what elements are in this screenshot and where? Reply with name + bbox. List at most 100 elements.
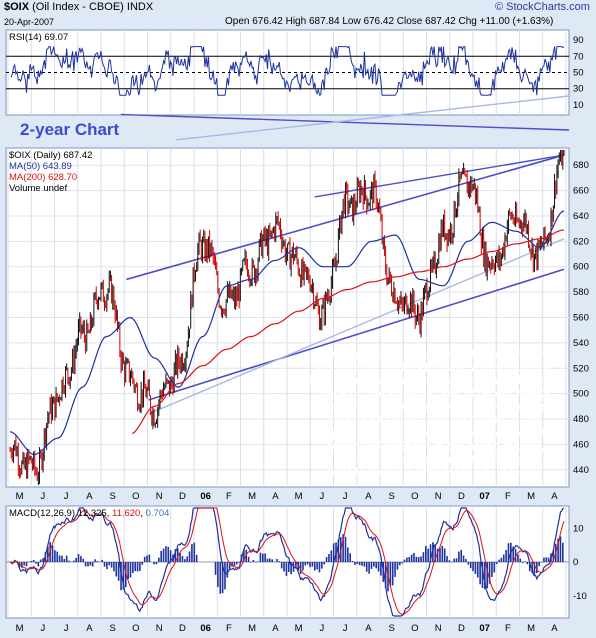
price-tick-label: 640 [573, 211, 589, 222]
x-axis-label: N [156, 491, 163, 502]
quote-line: Open 676.42 High 687.84 Low 676.42 Close… [225, 16, 554, 27]
ma50-line [9, 210, 565, 455]
hist-value: 0.704 [145, 508, 170, 519]
x-axis-label: M [248, 491, 256, 502]
x-axis-label: A [365, 491, 372, 502]
x-axis-label: O [132, 491, 139, 502]
price-tick-label: 660 [573, 186, 589, 197]
x-axis-label: J [41, 491, 46, 502]
x-axis-label: 06 [200, 623, 211, 634]
x-axis-label: N [435, 623, 442, 634]
x-axis-label: F [505, 623, 511, 634]
price-tick-label: 500 [573, 389, 589, 400]
x-axis-label: N [156, 623, 163, 634]
x-axis-label: M [527, 491, 535, 502]
macd-tick-label: 0 [573, 557, 578, 568]
price-tick-label: 460 [573, 439, 589, 450]
x-axis-label: J [320, 623, 325, 634]
rsi-tick-label: 90 [573, 35, 584, 46]
x-axis-label: S [109, 623, 115, 634]
symbol: $OIX [4, 1, 30, 13]
x-axis-label: O [411, 623, 418, 634]
price-legend: $OIX (Daily) 687.42 MA(50) 643.89 MA(200… [9, 150, 92, 194]
annotation-line: made on the sizeable rally of recent wee… [316, 387, 554, 401]
x-axis-label: M [16, 491, 24, 502]
signal-line [9, 507, 565, 615]
x-axis-label: M [527, 623, 535, 634]
x-axis-label: A [365, 623, 372, 634]
annotation-line: oil stocks could carry on higher to the [329, 413, 540, 427]
x-axis-label: J [320, 491, 325, 502]
x-axis-label: J [41, 623, 46, 634]
rsi-tick-label: 70 [573, 51, 584, 62]
x-axis-label: S [388, 623, 394, 634]
annotation-line: It’s true that if oil holds up short-ter… [318, 400, 552, 414]
annotation-line: upper channel return line on the back of [324, 426, 546, 440]
price-tick-label: 540 [573, 338, 589, 349]
x-axis-label: O [132, 623, 139, 634]
annotation-line: With oil prices looking set to fall sign… [310, 348, 560, 361]
legend-volume: Volume undef [9, 183, 68, 194]
price-tick-label: 440 [573, 465, 589, 476]
x-axis-label: D [179, 491, 186, 502]
x-axis-label: S [388, 491, 394, 502]
x-axis-label: A [551, 623, 558, 634]
rsi-legend: RSI(14) 69.07 [9, 32, 68, 43]
price-tick-label: 580 [573, 287, 589, 298]
source-credit: © StockCharts.com [495, 1, 590, 13]
rsi-line [10, 45, 565, 97]
macd-legend: MACD(12,26,9) 12.325, 11.620, 0.704 [9, 508, 170, 519]
chart-date: 20-Apr-2007 [4, 17, 55, 27]
price-tick-label: 600 [573, 262, 589, 273]
x-axis-label: M [295, 623, 303, 634]
legend-main: $OIX (Daily) 687.42 [9, 150, 93, 161]
price-tick-label: 480 [573, 414, 589, 425]
price-tick-label: 680 [573, 160, 589, 171]
x-axis-label: S [109, 491, 115, 502]
outer-light-line [176, 95, 570, 141]
macd-line [9, 507, 565, 617]
upper-return-line [314, 154, 565, 198]
x-axis-label: J [64, 491, 69, 502]
ma200-line [131, 229, 565, 435]
lower-channel-line [148, 268, 565, 401]
x-axis-label: O [411, 491, 418, 502]
x-axis-label: A [86, 491, 93, 502]
x-axis-label: F [505, 491, 511, 502]
x-axis-label: M [295, 491, 303, 502]
x-axis-label: J [343, 491, 348, 502]
x-axis-label: 06 [200, 491, 211, 502]
x-axis-label: A [272, 491, 279, 502]
annotation-line: best to “leave a little for the next man… [327, 465, 543, 479]
annotation-text: With oil prices looking set to fall sign… [292, 348, 578, 479]
chart-title: $OIX (Oil Index - CBOE) INDX [4, 1, 153, 13]
x-axis-label: A [272, 623, 279, 634]
annotation-line: continued strength in the broad market, [325, 439, 545, 453]
x-axis-label: J [343, 623, 348, 634]
x-axis-label: 07 [479, 623, 490, 634]
rsi-legend-label: RSI(14) 69.07 [9, 32, 69, 43]
price-tick-label: 520 [573, 363, 589, 374]
x-axis-label: M [16, 623, 24, 634]
macd-value: 12.325 [77, 508, 107, 519]
x-axis-label: A [86, 623, 93, 634]
x-axis-label: 07 [479, 491, 490, 502]
annotation-line: it’s time for traders to make a graceful… [316, 361, 554, 375]
outer-return-line [120, 113, 570, 131]
rsi-tick-label: 10 [573, 100, 584, 111]
rsi-tick-label: 50 [573, 68, 584, 79]
annotation-line: in the process bagging the substantial p… [309, 374, 561, 388]
index-name: (Oil Index - CBOE) INDX [32, 1, 154, 13]
legend-ma50: MA(50) 643.89 [9, 161, 72, 172]
price-tick-label: 620 [573, 236, 589, 247]
x-axis-label: D [458, 491, 465, 502]
macd-tick-label: 10 [573, 523, 584, 534]
x-axis-label: A [551, 491, 558, 502]
legend-ma200: MA(200) 628.70 [9, 172, 78, 183]
rsi-tick-label: 30 [573, 84, 584, 95]
x-axis-label: F [226, 623, 232, 634]
signal-value: 11.620 [111, 508, 141, 519]
price-tick-label: 560 [573, 313, 589, 324]
x-axis-label: D [458, 623, 465, 634]
